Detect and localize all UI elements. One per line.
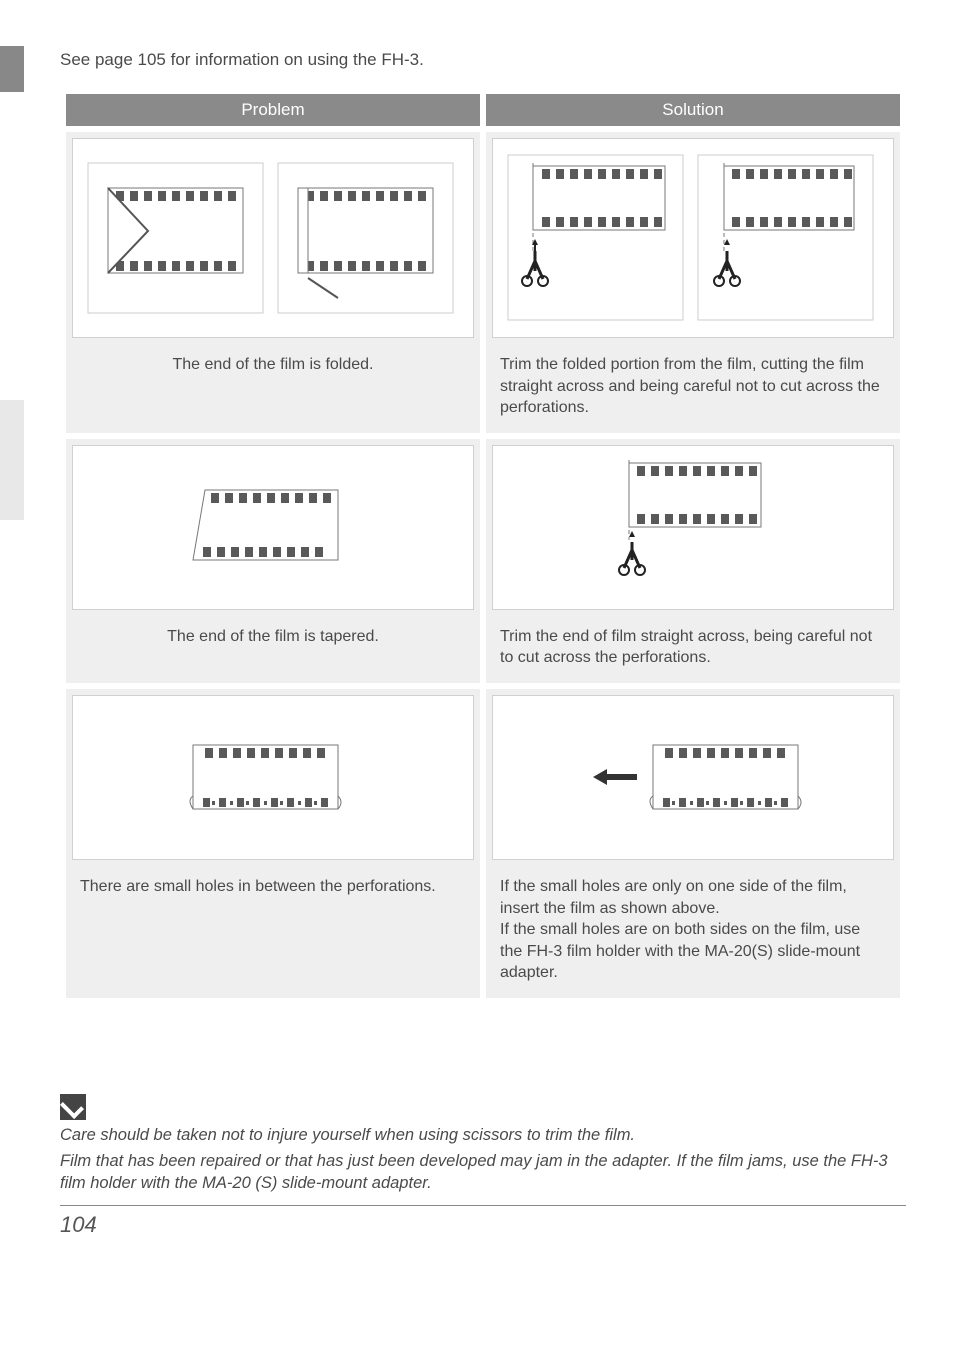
- page-number: 104: [60, 1212, 97, 1237]
- fig-solution-trim-folded: [492, 138, 894, 338]
- side-tab-light: [0, 400, 24, 520]
- intro-text: See page 105 for information on using th…: [60, 50, 906, 70]
- caption-problem-1: The end of the film is folded.: [66, 344, 480, 390]
- caption-solution-1: Trim the folded portion from the film, c…: [486, 344, 900, 433]
- col-problem: Problem: [66, 94, 480, 126]
- caption-problem-2: The end of the film is tapered.: [66, 616, 480, 662]
- note-2: Film that has been repaired or that has …: [60, 1150, 906, 1195]
- note-1: Care should be taken not to injure yours…: [60, 1124, 906, 1146]
- problem-solution-table: Problem Solution: [60, 88, 906, 1004]
- fig-solution-trim-tapered: [492, 445, 894, 610]
- caption-problem-3: There are small holes in between the per…: [66, 866, 480, 912]
- side-tab-dark: [0, 46, 24, 92]
- fig-problem-tapered: [72, 445, 474, 610]
- fig-solution-small-holes: [492, 695, 894, 860]
- caption-solution-2: Trim the end of film straight across, be…: [486, 616, 900, 683]
- caption-solution-3: If the small holes are only on one side …: [486, 866, 900, 998]
- warning-check-icon: [60, 1094, 86, 1120]
- fig-problem-folded: [72, 138, 474, 338]
- col-solution: Solution: [486, 94, 900, 126]
- fig-problem-small-holes: [72, 695, 474, 860]
